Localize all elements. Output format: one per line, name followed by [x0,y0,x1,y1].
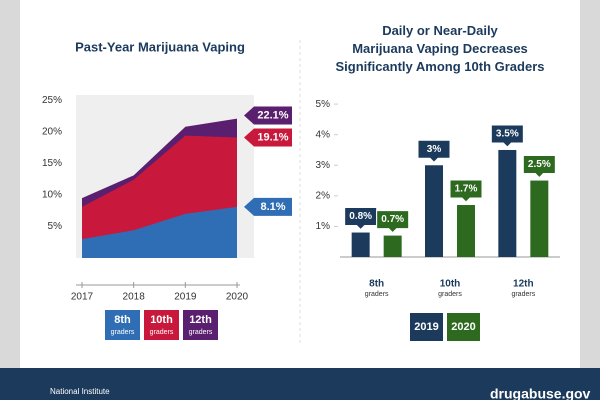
title-line: Daily or Near-Daily [382,23,498,38]
y-tick-label: 20% [42,126,62,137]
value-label: 0.7% [381,214,404,225]
bar [530,180,549,257]
bar [498,149,517,257]
y-tick-label: 15% [42,158,62,169]
title-line: Marijuana Vaping Decreases [352,41,528,56]
x-tick-label: 10th [440,279,461,290]
legend-swatch [144,310,179,340]
area [82,206,237,258]
legend-swatch [183,310,218,340]
value-label: 3.5% [496,129,519,140]
chart-title: Daily or Near-Daily Marijuana Vaping Decr… [335,23,544,74]
legend-swatch [105,310,140,340]
legend-label: 2020 [451,321,475,333]
footer-site: drugabuse.gov [490,386,591,400]
legend-label: 2019 [414,321,438,333]
y-tick-label: 25% [42,95,62,106]
label-box [244,106,292,125]
x-tick-label: 8th [369,279,384,290]
bar [383,235,402,257]
y-tick-label: 3% [316,160,331,171]
x-tick-label: 2018 [123,292,146,303]
legend-label: 8th [114,314,131,326]
x-tick-label: 2017 [71,292,94,303]
x-tick-label: 2019 [174,292,197,303]
footer-bar [0,368,600,400]
value-label: 19.1% [257,131,288,143]
legend-note: graders [189,329,213,336]
label-box [417,139,451,163]
y-tick-label: 1% [316,221,331,232]
bar [351,232,370,257]
legend-label: 12th [189,314,212,326]
value-label: 3% [427,144,442,155]
label-box [376,210,410,234]
y-tick-label: 5% [48,221,63,232]
x-tick-note: graders [438,291,462,298]
footer-org: National Institute [50,387,110,396]
label-box [449,179,483,203]
y-tick-label: 10% [42,190,62,201]
value-label: 2.5% [528,159,551,170]
value-label: 0.8% [349,211,372,222]
value-label: 1.7% [455,184,478,195]
bar [457,205,475,257]
x-tick-label: 2020 [226,292,249,303]
chart-title: Past-Year Marijuana Vaping [75,39,245,54]
x-tick-label: 12th [513,279,534,290]
legend-note: graders [150,329,174,336]
x-tick-note: graders [511,291,535,298]
x-tick-note: graders [365,291,389,298]
legend-swatch [447,313,480,341]
bar [425,165,443,257]
label-box [244,128,292,147]
label-box [490,124,524,148]
value-label: 22.1% [257,109,288,121]
y-tick-label: 4% [316,129,331,140]
y-tick-label: 5% [316,99,331,110]
legend-label: 10th [150,314,173,326]
title-line: Significantly Among 10th Graders [335,59,544,74]
legend-swatch [410,313,443,341]
y-tick-label: 2% [316,190,331,201]
label-box [522,155,556,179]
value-label: 8.1% [260,201,285,213]
label-box [244,197,292,216]
legend-note: graders [111,329,135,336]
